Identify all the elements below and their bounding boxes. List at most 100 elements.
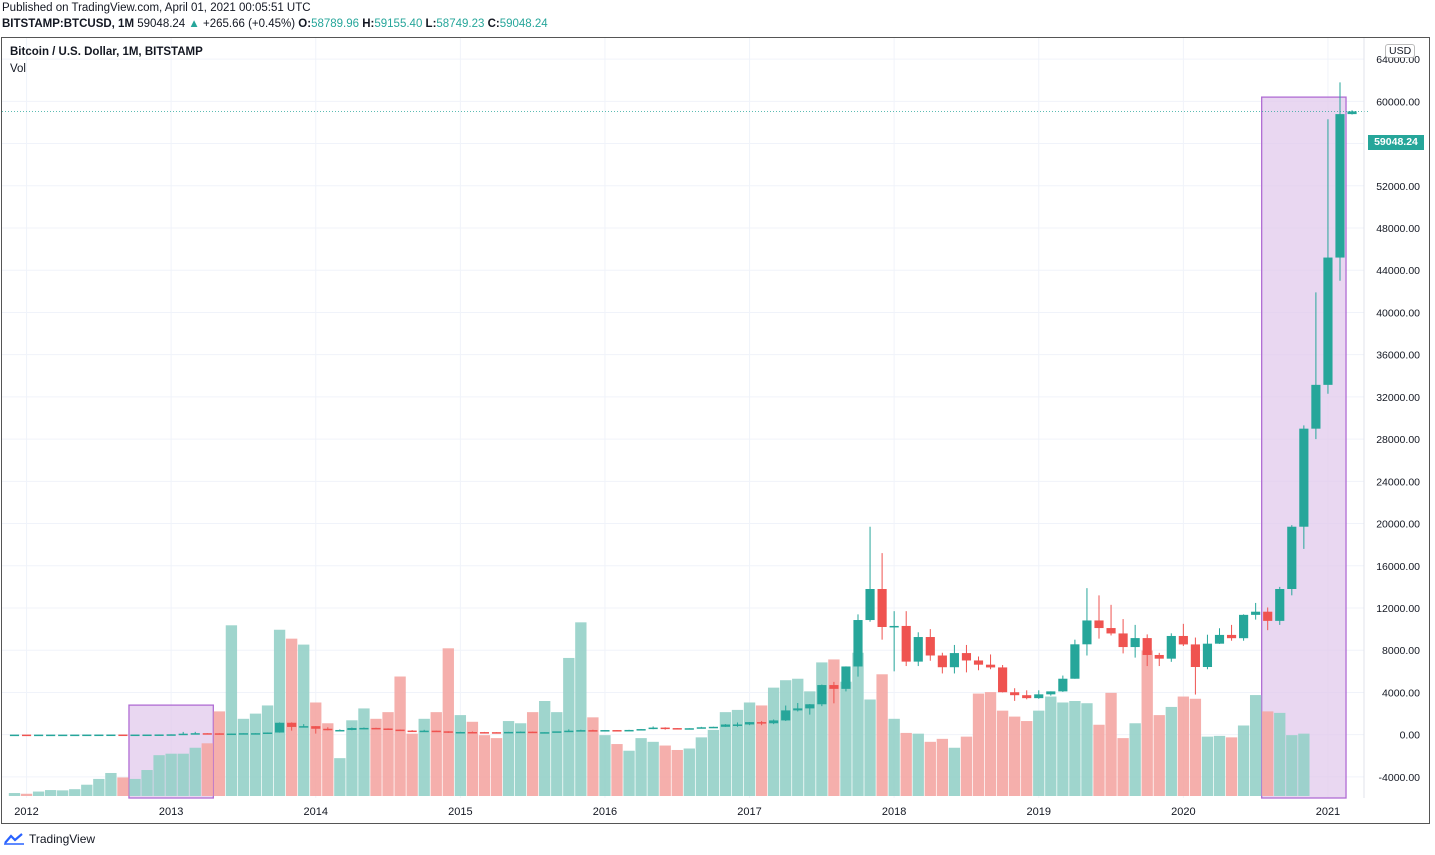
volume-bar — [1117, 738, 1129, 796]
candle-body — [347, 728, 357, 730]
volume-bar — [32, 791, 45, 796]
candle-body — [961, 653, 972, 661]
candle-body — [226, 733, 236, 736]
tradingview-brand: TradingView — [29, 832, 96, 846]
candle-body — [1082, 620, 1092, 645]
volume-bar — [394, 676, 406, 796]
volume-bar — [647, 741, 659, 796]
volume-bar — [213, 711, 226, 796]
volume-bar — [743, 702, 756, 796]
volume-bar — [1129, 723, 1141, 796]
candle-body — [1239, 614, 1249, 639]
volume-bar — [719, 712, 732, 796]
volume-bar — [490, 738, 503, 796]
volume-bar — [478, 735, 491, 796]
candle-body — [901, 625, 911, 662]
volume-bar — [948, 747, 961, 796]
candle-body — [130, 734, 140, 737]
candle-body — [829, 685, 839, 689]
volume-bar — [454, 715, 467, 796]
volume-bar — [177, 753, 189, 796]
candle-body — [817, 685, 827, 705]
candle-body — [660, 727, 670, 730]
x-tick-label: 2021 — [1316, 806, 1340, 818]
candle-body — [323, 728, 333, 731]
x-tick-label: 2015 — [448, 806, 472, 818]
y-tick-label: 44000.00 — [1376, 265, 1420, 277]
volume-bar — [44, 790, 57, 796]
volume-bar — [1081, 703, 1093, 796]
volume-bar — [526, 712, 539, 796]
volume-bar — [382, 712, 394, 796]
candle-body — [9, 734, 20, 737]
candle-body — [1046, 691, 1056, 695]
candle-body — [21, 734, 32, 737]
volume-bar — [261, 705, 274, 796]
volume-bar — [406, 733, 418, 796]
candle-body — [1058, 678, 1068, 692]
volume-bar — [1093, 724, 1105, 796]
candle-body — [1226, 634, 1237, 639]
candle-body — [287, 722, 297, 727]
candle-body — [949, 653, 959, 668]
candle-body — [371, 727, 381, 730]
volume-bar — [1274, 712, 1286, 796]
tradingview-logo[interactable]: TradingView — [3, 832, 95, 846]
volume-bar — [153, 755, 165, 796]
candle-body — [311, 726, 321, 729]
candle-body — [1347, 111, 1357, 115]
candle-body — [865, 589, 875, 621]
x-tick-label: 2017 — [737, 806, 761, 818]
volume-bar — [767, 687, 780, 796]
candle-body — [154, 734, 164, 736]
volume-bar — [695, 737, 708, 796]
volume-bar — [322, 723, 334, 796]
volume-bar — [599, 735, 611, 796]
x-tick-label: 2019 — [1027, 806, 1051, 818]
currency-button[interactable]: USD — [1385, 44, 1416, 58]
volume-bar — [816, 662, 828, 796]
volume-bar — [57, 790, 69, 796]
candle-body — [82, 734, 92, 737]
volume-bar — [1057, 702, 1069, 796]
volume-bar — [1177, 696, 1190, 796]
candle-body — [516, 731, 526, 734]
volume-bar — [1153, 715, 1165, 796]
volume-bar — [683, 748, 695, 796]
volume-bar — [1008, 716, 1021, 796]
candle-body — [1311, 384, 1321, 429]
chart-frame — [1, 37, 1430, 824]
volume-bar — [285, 638, 298, 796]
volume-bar — [840, 681, 852, 796]
volume-bar — [93, 778, 105, 796]
volume-bar — [900, 732, 912, 796]
candle-body — [1190, 644, 1200, 668]
x-tick-label: 2016 — [593, 806, 617, 818]
volume-bar — [466, 721, 479, 796]
change-value: +265.66 (+0.45%) — [203, 18, 296, 30]
y-tick-label: 28000.00 — [1376, 434, 1420, 446]
y-tick-label: -4000.00 — [1379, 772, 1421, 784]
volume-bar — [888, 718, 900, 796]
volume-bar — [141, 770, 153, 796]
candle-body — [1010, 692, 1020, 696]
x-tick-label: 2012 — [14, 806, 38, 818]
candle-body — [636, 729, 646, 731]
candle-body — [913, 637, 923, 662]
candle-body — [407, 730, 417, 733]
y-tick-label: 16000.00 — [1376, 561, 1420, 573]
candle-body — [1166, 635, 1176, 659]
candle-body — [202, 733, 212, 735]
volume-bar — [1262, 711, 1274, 796]
candle-body — [34, 734, 44, 737]
candle-body — [769, 720, 779, 724]
last-price-label: 59048.24 — [1368, 135, 1424, 150]
chart-canvas[interactable]: -4000.00 0.00 4000.00 8000.00 12000.00 16000.… — [2, 38, 1429, 823]
volume-bar — [623, 750, 635, 796]
candle-body — [118, 734, 128, 737]
low-value: 58749.23 — [436, 18, 485, 30]
volume-bar — [780, 680, 792, 796]
volume-bar — [105, 772, 117, 796]
volume-bar — [575, 622, 587, 796]
y-tick-label: 52000.00 — [1376, 181, 1420, 193]
